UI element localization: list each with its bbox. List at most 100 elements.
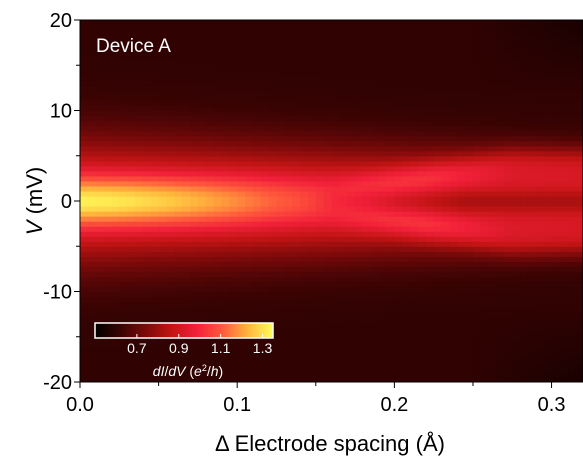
heatmap-cell (386, 266, 395, 272)
heatmap-cell (197, 95, 207, 102)
heatmap-cell (402, 246, 411, 252)
heatmap-cell (80, 291, 89, 298)
heatmap-cell (496, 366, 506, 373)
heatmap-cell (315, 376, 325, 382)
heatmap-cell (142, 125, 152, 132)
heatmap-cell (205, 170, 215, 177)
heatmap-cell (378, 226, 388, 232)
heatmap-cell (457, 291, 466, 298)
heatmap-cell (119, 371, 128, 378)
heatmap-cell (284, 241, 293, 247)
heatmap-cell (386, 206, 395, 212)
heatmap-cell (268, 226, 278, 232)
heatmap-cell (496, 105, 506, 112)
heatmap-cell (425, 261, 435, 267)
heatmap-cell (197, 65, 207, 71)
heatmap-cell (95, 55, 105, 61)
heatmap-cell (197, 60, 207, 66)
heatmap-cell (276, 150, 285, 157)
heatmap-cell (268, 70, 278, 76)
heatmap-cell (370, 226, 380, 232)
heatmap-cell (331, 110, 340, 117)
heatmap-cell (307, 261, 317, 267)
heatmap-cell (323, 326, 333, 333)
heatmap-cell (292, 216, 301, 222)
heatmap-cell (472, 361, 482, 368)
heatmap-cell (111, 291, 120, 298)
heatmap-cell (551, 140, 561, 147)
heatmap-cell (535, 25, 545, 31)
heatmap-cell (260, 346, 270, 353)
colorbar-label: dI/dV (e2/h) (153, 363, 223, 379)
heatmap-cell (347, 336, 356, 343)
heatmap-cell (512, 271, 521, 278)
heatmap-cell (575, 160, 583, 167)
heatmap-cell (127, 276, 136, 283)
heatmap-cell (315, 90, 325, 97)
heatmap-cell (488, 20, 498, 26)
heatmap-cell (488, 296, 498, 303)
heatmap-cell (480, 231, 490, 237)
heatmap-cell (551, 221, 561, 227)
heatmap-cell (370, 336, 380, 343)
heatmap-cell (378, 291, 388, 298)
heatmap-cell (292, 236, 301, 242)
heatmap-cell (551, 120, 561, 127)
heatmap-cell (512, 226, 521, 232)
heatmap-cell (245, 80, 254, 86)
heatmap-cell (229, 251, 238, 257)
heatmap-cell (417, 351, 427, 358)
heatmap-cell (87, 130, 97, 137)
heatmap-cell (575, 75, 583, 81)
heatmap-cell (237, 110, 246, 117)
heatmap-cell (245, 140, 254, 147)
heatmap-cell (221, 170, 230, 177)
heatmap-cell (457, 336, 466, 343)
heatmap-cell (300, 321, 309, 328)
heatmap-cell (465, 135, 474, 142)
heatmap-cell (559, 351, 568, 358)
heatmap-cell (127, 211, 136, 217)
heatmap-cell (520, 376, 529, 382)
heatmap-cell (158, 261, 168, 267)
heatmap-cell (488, 190, 498, 197)
heatmap-cell (465, 261, 474, 267)
heatmap-cell (300, 50, 309, 56)
heatmap-cell (260, 276, 270, 283)
heatmap-cell (520, 130, 529, 137)
heatmap-cell (245, 241, 254, 247)
heatmap-cell (80, 195, 89, 202)
heatmap-cell (245, 316, 254, 323)
heatmap-cell (433, 185, 443, 192)
heatmap-cell (292, 55, 301, 61)
heatmap-cell (551, 60, 561, 66)
heatmap-cell (119, 75, 128, 81)
heatmap-cell (378, 90, 388, 97)
heatmap-cell (386, 175, 395, 182)
heatmap-cell (433, 236, 443, 242)
heatmap-cell (111, 115, 120, 122)
heatmap-cell (260, 85, 270, 91)
heatmap-cell (315, 241, 325, 247)
heatmap-cell (331, 50, 340, 56)
heatmap-cell (394, 175, 403, 182)
heatmap-cell (119, 85, 128, 91)
heatmap-cell (150, 301, 160, 308)
heatmap-cell (567, 291, 576, 298)
heatmap-cell (504, 120, 513, 127)
heatmap-cell (237, 195, 246, 202)
heatmap-cell (567, 25, 576, 31)
heatmap-cell (449, 65, 458, 71)
heatmap-cell (197, 40, 207, 46)
heatmap-cell (166, 241, 175, 247)
heatmap-cell (575, 105, 583, 112)
heatmap-cell (166, 276, 175, 283)
heatmap-cell (174, 120, 183, 127)
heatmap-cell (449, 236, 458, 242)
heatmap-cell (174, 115, 183, 122)
heatmap-cell (441, 301, 450, 308)
heatmap-cell (339, 55, 348, 61)
heatmap-cell (512, 241, 521, 247)
heatmap-cell (378, 326, 388, 333)
heatmap-cell (441, 376, 450, 382)
